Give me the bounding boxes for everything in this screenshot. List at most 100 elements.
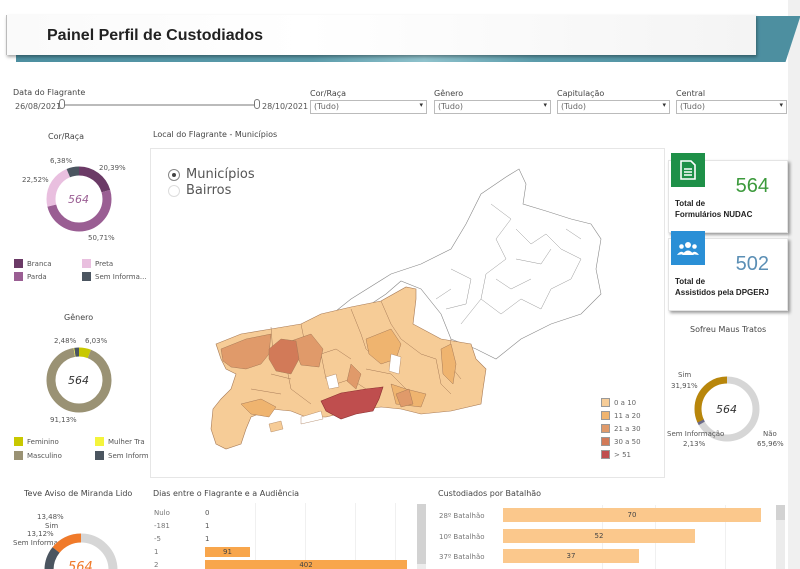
date-slider-end-handle[interactable] — [254, 99, 260, 109]
legend-swatch — [14, 272, 23, 281]
chevron-down-icon: ▾ — [543, 101, 547, 109]
legend-label: Parda — [27, 272, 47, 281]
legend-label: 0 a 10 — [614, 398, 637, 407]
kpi-formularios: 564 Total de Formulários NUDAC — [668, 153, 788, 233]
pct-sem-informacao: 6,38% — [50, 157, 73, 165]
miranda-donut-chart[interactable] — [44, 533, 118, 569]
batalhao-row-label: 37º Batalhão — [439, 553, 485, 561]
legend-swatch — [601, 424, 610, 433]
map-legend-0-10[interactable]: 0 a 10 — [601, 398, 636, 407]
capitulacao-filter-label: Capitulação — [557, 89, 605, 98]
cor-raca-title: Cor/Raça — [48, 132, 85, 141]
legend-feminino[interactable]: Feminino — [14, 437, 59, 446]
miranda-title: Teve Aviso de Miranda Lido — [24, 489, 133, 498]
batalhao-bar[interactable]: 70 — [503, 508, 761, 522]
legend-preta[interactable]: Preta — [82, 259, 113, 268]
cor-raca-select[interactable]: (Tudo) ▾ — [310, 100, 427, 114]
legend-label: > 51 — [614, 450, 631, 459]
legend-label: Preta — [95, 259, 114, 268]
label-maus-sim: Sim — [678, 371, 692, 379]
label-miranda-sem: Sem Informação — [13, 539, 71, 547]
chevron-down-icon: ▾ — [662, 101, 666, 109]
legend-swatch — [601, 437, 610, 446]
map-panel: Municípios Bairros — [150, 148, 665, 478]
choropleth-map[interactable] — [151, 149, 666, 479]
genero-select[interactable]: (Tudo) ▾ — [434, 100, 551, 114]
dias-bar[interactable]: 402 — [205, 560, 407, 569]
miranda-total: 564 — [68, 560, 93, 569]
scrollbar-thumb[interactable] — [417, 504, 426, 564]
pct-maus-sim: 31,91% — [671, 382, 698, 390]
document-icon — [671, 153, 705, 187]
maus-tratos-total: 564 — [716, 403, 737, 416]
legend-sem-informacao[interactable]: Sem Informa... — [82, 272, 147, 281]
map-legend-11-20[interactable]: 11 a 20 — [601, 411, 641, 420]
dias-bar[interactable]: 91 — [205, 547, 250, 557]
capitulacao-select[interactable]: (Tudo) ▾ — [557, 100, 670, 114]
kpi-label-line: Assistidos pela DPGERJ — [675, 288, 769, 297]
map-legend-30-50[interactable]: 30 a 50 — [601, 437, 641, 446]
batalhao-bar[interactable]: 37 — [503, 549, 639, 563]
radio-selected-icon — [168, 168, 180, 181]
date-slider-track[interactable] — [62, 104, 258, 106]
legend-swatch — [82, 259, 91, 268]
pct-maus-sem: 2,13% — [683, 440, 706, 448]
date-slider-start-handle[interactable] — [59, 99, 65, 109]
scrollbar-thumb[interactable] — [776, 505, 785, 520]
kpi-formularios-value: 564 — [735, 175, 769, 197]
legend-masculino[interactable]: Masculino — [14, 451, 62, 460]
legend-parda[interactable]: Parda — [14, 272, 47, 281]
pct-parda: 50,71% — [88, 234, 115, 242]
batalhao-scrollbar[interactable] — [776, 505, 785, 569]
radio-municipios[interactable]: Municípios — [168, 167, 255, 182]
page-scrollbar[interactable] — [788, 0, 800, 569]
date-end: 28/10/2021 — [262, 102, 309, 111]
legend-label: 11 a 20 — [614, 411, 641, 420]
central-select[interactable]: (Tudo) ▾ — [676, 100, 787, 114]
batalhao-row-label: 10º Batalhão — [439, 533, 485, 541]
label-maus-nao: Não — [763, 430, 777, 438]
radio-unselected-icon — [168, 184, 180, 197]
legend-swatch — [82, 272, 91, 281]
legend-sem-informacao-genero[interactable]: Sem Inform — [95, 451, 149, 460]
gridline — [725, 505, 726, 569]
page-title: Painel Perfil de Custodiados — [47, 27, 264, 44]
pct-miranda-sim: 13,48% — [37, 513, 64, 521]
dias-row-label: 2 — [154, 561, 159, 569]
chevron-down-icon: ▾ — [779, 101, 783, 109]
genero-donut-chart[interactable] — [46, 347, 112, 413]
kpi-label-line: Total de — [675, 277, 706, 286]
radio-bairros[interactable]: Bairros — [168, 183, 231, 198]
pct-sem-informacao-genero: 2,48% — [54, 337, 77, 345]
dias-title: Dias entre o Flagrante e a Audiência — [153, 489, 300, 498]
batalhao-bar[interactable]: 52 — [503, 529, 695, 543]
legend-branca[interactable]: Branca — [14, 259, 52, 268]
central-filter-label: Central — [676, 89, 706, 98]
legend-label: 30 a 50 — [614, 437, 641, 446]
batalhao-title: Custodiados por Batalhão — [438, 489, 542, 498]
pct-maus-nao: 65,96% — [757, 440, 784, 448]
genero-title: Gênero — [64, 313, 94, 322]
legend-label: Sem Inform — [108, 451, 149, 460]
dias-scrollbar[interactable] — [417, 504, 426, 569]
map-legend-over-51[interactable]: > 51 — [601, 450, 631, 459]
central-value: (Tudo) — [680, 102, 705, 111]
map-legend-21-30[interactable]: 21 a 30 — [601, 424, 641, 433]
pct-branca: 20,39% — [99, 164, 126, 172]
maus-tratos-title: Sofreu Maus Tratos — [690, 325, 767, 334]
dias-row-value: 1 — [205, 535, 210, 543]
legend-swatch — [601, 411, 610, 420]
genero-value: (Tudo) — [438, 102, 463, 111]
kpi-label-line: Total de — [675, 199, 706, 208]
header: Painel Perfil de Custodiados — [6, 15, 756, 55]
legend-swatch — [95, 451, 104, 460]
dias-row-label: -181 — [154, 522, 170, 530]
dias-row-label: 1 — [154, 548, 159, 556]
legend-label: Masculino — [27, 451, 62, 460]
cor-raca-donut-chart[interactable] — [46, 166, 112, 232]
date-filter-label: Data do Flagrante — [13, 88, 86, 97]
dias-row-value: 1 — [205, 522, 210, 530]
maus-tratos-donut-chart[interactable] — [694, 376, 760, 442]
legend-mulher-trans[interactable]: Mulher Tra — [95, 437, 145, 446]
